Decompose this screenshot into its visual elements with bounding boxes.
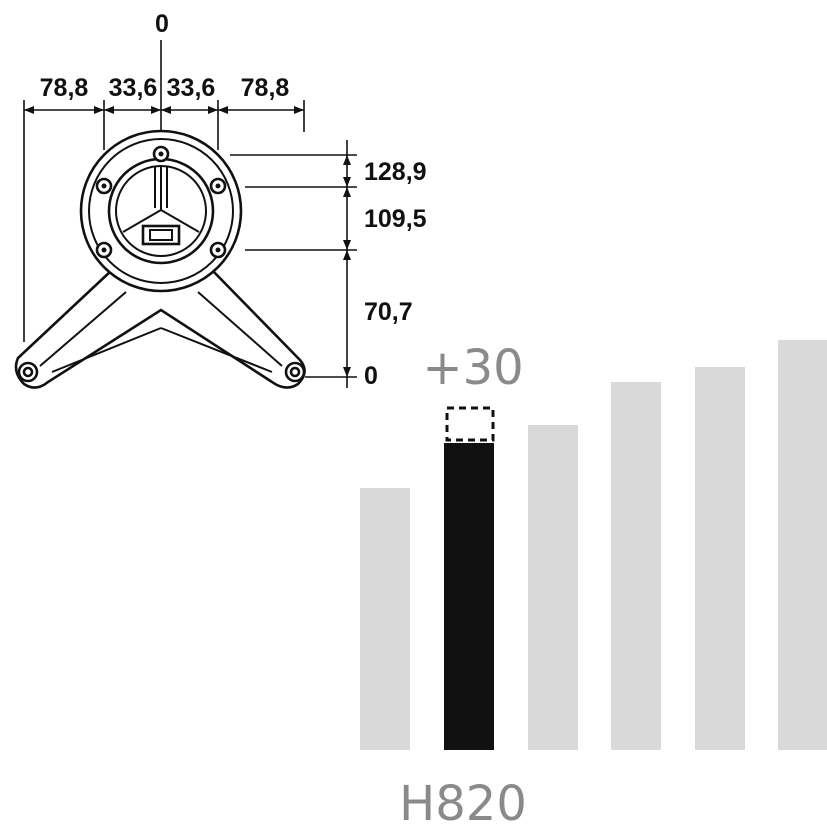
dim-top-zero: 0 (155, 10, 169, 38)
height-bar-4 (611, 382, 661, 750)
height-bar-1 (360, 488, 410, 750)
horizontal-dim-arrows (24, 106, 304, 114)
height-bar-5 (695, 367, 745, 750)
height-bar-3 (528, 425, 578, 750)
dim-h-4: 78,8 (241, 74, 290, 102)
height-bar-6 (778, 340, 827, 750)
height-label: H820 (399, 776, 527, 832)
dim-h-1: 78,8 (40, 74, 89, 102)
height-bar-2-selected (444, 443, 494, 750)
dim-h-3: 33,6 (167, 74, 216, 102)
dim-v-2: 109,5 (364, 205, 427, 233)
flange-plate (79, 129, 243, 293)
dim-h-2: 33,6 (109, 74, 158, 102)
dim-v-3: 70,7 (364, 298, 413, 326)
base-legs (14, 268, 306, 389)
extension-indicator (445, 406, 495, 442)
increment-label: +30 (422, 340, 523, 396)
dim-bottom-zero: 0 (364, 362, 378, 390)
vertical-dim-arrows (343, 155, 351, 377)
dim-v-1: 128,9 (364, 158, 427, 186)
height-options-graphic: +30 H820 (360, 340, 827, 832)
table-base-drawing: 0 78,8 33,6 33,6 78,8 128,9 109,5 70,7 0 (14, 10, 427, 390)
